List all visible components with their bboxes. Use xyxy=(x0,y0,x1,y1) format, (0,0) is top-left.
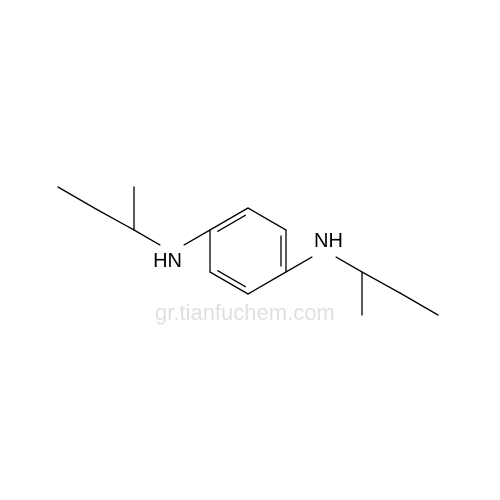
bond-line xyxy=(362,272,400,293)
bond-line xyxy=(184,230,210,245)
bond-line xyxy=(96,209,134,230)
bond-line xyxy=(210,272,248,294)
bond-line xyxy=(248,272,286,294)
bond-line xyxy=(400,293,438,315)
bond-line xyxy=(134,230,160,245)
bond-line xyxy=(210,208,248,230)
atom-label-N_left: HN xyxy=(153,250,182,272)
atom-label-N_right: NH xyxy=(314,230,343,252)
bond-line xyxy=(248,208,286,230)
bond-line xyxy=(286,257,312,272)
chemical-structure-diagram: HN NH xyxy=(0,0,500,500)
bond-line xyxy=(58,187,96,209)
bond-line xyxy=(336,257,362,272)
